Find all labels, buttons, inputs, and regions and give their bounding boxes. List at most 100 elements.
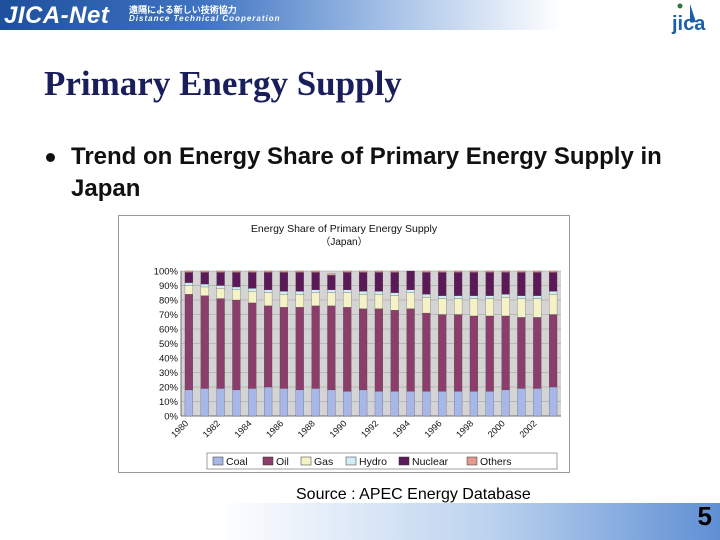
bar-segment — [343, 270, 352, 273]
bar-segment — [438, 270, 447, 273]
bar-segment — [454, 295, 463, 299]
chart-frame: Energy Share of Primary Energy Supply （J… — [118, 215, 570, 473]
bar-segment — [501, 315, 510, 391]
bar-segment — [485, 270, 494, 273]
source-note: Source : APEC Energy Database — [296, 486, 531, 503]
bar-segment — [406, 292, 415, 309]
bar-segment — [248, 270, 257, 273]
bar-segment — [216, 272, 225, 286]
x-tick-label: 2002 — [517, 418, 538, 439]
bar-segment — [533, 270, 542, 273]
y-tick-label: 100% — [154, 267, 179, 278]
bar-segment — [374, 270, 383, 273]
bar-segment — [184, 272, 194, 283]
x-tick-label: 1986 — [264, 418, 285, 439]
y-tick-label: 80% — [159, 296, 179, 307]
x-tick-label: 1984 — [232, 418, 253, 439]
bar-segment — [390, 270, 399, 273]
bar-segment — [327, 289, 336, 293]
bar-segment — [438, 391, 447, 417]
bar-segment — [374, 391, 383, 417]
bar-segment — [517, 272, 526, 296]
bar-segment — [422, 296, 431, 314]
y-tick-label: 60% — [159, 325, 179, 336]
legend-swatch — [345, 456, 357, 466]
bar-segment — [184, 294, 194, 391]
bar-segment — [232, 389, 241, 417]
bar-segment — [343, 272, 352, 290]
jica-net-logo: JICA-Net — [4, 2, 110, 29]
logo-english-tagline: Distance Technical Cooperation — [129, 14, 281, 23]
bar-segment — [279, 388, 288, 417]
x-tick-label: 1998 — [454, 418, 475, 439]
bar-segment — [422, 391, 431, 417]
bar-segment — [422, 312, 431, 392]
bar-segment — [549, 294, 558, 315]
bar-segment — [485, 315, 494, 392]
bar-segment — [485, 298, 494, 317]
bar-segment — [549, 314, 558, 388]
bar-segment — [184, 282, 194, 286]
bar-segment — [216, 285, 225, 289]
legend-label: Nuclear — [412, 456, 449, 468]
bar-segment — [279, 272, 288, 292]
bullet-text: Trend on Energy Share of Primary Energy … — [71, 143, 662, 202]
bar-segment — [469, 315, 479, 392]
bar-segment — [454, 314, 463, 392]
bar-segment — [438, 295, 447, 299]
energy-share-chart: Energy Share of Primary Energy Supply （J… — [154, 223, 561, 470]
bar-segment — [469, 270, 479, 273]
y-tick-label: 30% — [159, 368, 179, 379]
bar-segment — [374, 272, 383, 292]
bar-segment — [264, 386, 273, 417]
bar-segment — [374, 291, 383, 295]
bar-segment — [359, 389, 368, 417]
bar-segment — [359, 294, 368, 309]
bar-segment — [295, 270, 304, 273]
bar-segment — [295, 389, 304, 417]
bar-segment — [469, 298, 479, 317]
header-bar: JICA-Net 遠隔による新しい技術協力 Distance Technical… — [0, 0, 720, 34]
bar-segment — [390, 310, 399, 392]
bar-segment — [438, 272, 447, 296]
bar-segment — [184, 389, 194, 417]
bar-segment — [533, 388, 542, 417]
bar-segment — [359, 270, 368, 273]
bar-segment — [390, 272, 399, 293]
bar-segment — [200, 270, 209, 273]
logo-japanese-tagline: 遠隔による新しい技術協力 — [129, 5, 237, 15]
bar-segment — [279, 291, 288, 295]
bar-segment — [549, 291, 558, 295]
y-tick-label: 10% — [159, 397, 179, 408]
bar-segment — [469, 295, 479, 299]
y-tick-label: 70% — [159, 310, 179, 321]
bar-segment — [279, 307, 288, 389]
bar-segment — [232, 286, 241, 290]
bar-segment — [311, 270, 320, 273]
x-tick-label: 1988 — [296, 418, 317, 439]
bar-segment — [454, 272, 463, 296]
svg-text:jica: jica — [671, 13, 706, 34]
bar-segment — [232, 270, 241, 273]
bar-segment — [374, 294, 383, 309]
bar-segment — [279, 270, 288, 273]
bar-segment — [200, 388, 209, 417]
bar-segment — [517, 295, 526, 299]
bar-segment — [422, 294, 431, 298]
bar-segment — [232, 299, 241, 391]
bar-segment — [327, 273, 336, 276]
bar-segment — [454, 270, 463, 273]
bar-segment — [359, 308, 368, 391]
x-tick-label: 1996 — [422, 418, 443, 439]
bar-segment — [501, 294, 510, 298]
slide-title: Primary Energy Supply — [44, 64, 402, 103]
bar-segment — [311, 388, 320, 417]
legend-swatch — [262, 456, 274, 466]
x-tick-label: 1982 — [201, 418, 222, 439]
bar-segment — [311, 272, 320, 290]
bar-segment — [232, 272, 241, 288]
bar-segment — [390, 391, 399, 417]
bar-segment — [311, 289, 320, 293]
bar-segment — [311, 305, 320, 389]
bar-segment — [200, 283, 209, 288]
